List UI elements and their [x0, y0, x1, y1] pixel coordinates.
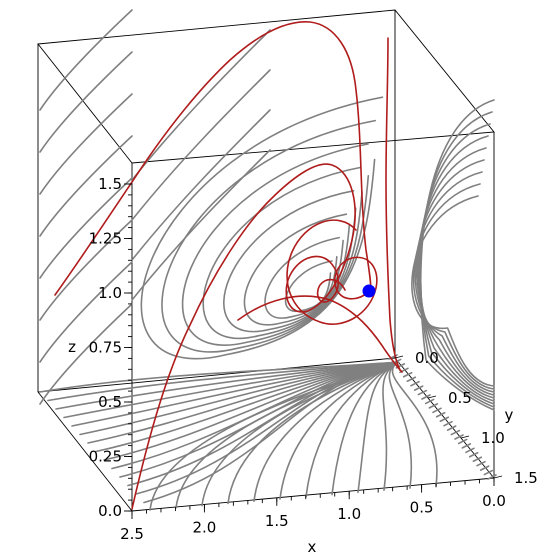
flow-line [428, 403, 439, 409]
y-tick-mark [427, 395, 437, 399]
x-tick-label: 2.5 [120, 525, 144, 543]
flow-line [476, 460, 486, 467]
flow-line [39, 9, 133, 111]
y-axis-label: y [505, 406, 514, 424]
flow-line [357, 361, 399, 494]
z-tick-label: 1.0 [98, 284, 122, 302]
y-tick-label: 1.5 [514, 469, 538, 487]
flow-lines-back-panel [140, 96, 384, 360]
flow-line [135, 361, 399, 495]
flow-line [432, 407, 442, 414]
x-axis-label: x [308, 538, 317, 555]
z-axis-label: z [68, 338, 76, 356]
flow-line [39, 93, 133, 195]
flow-line [39, 303, 133, 405]
flow-line [483, 469, 494, 476]
flow-line [264, 236, 340, 319]
flow-line [39, 177, 133, 279]
flow-line [406, 376, 417, 383]
box-edge [131, 477, 495, 512]
flow-line [331, 361, 399, 496]
flow-line [410, 380, 420, 387]
trajectory-vertical [385, 37, 401, 371]
flow-line [421, 394, 431, 400]
flow-line [450, 429, 461, 436]
flow-line [140, 96, 384, 360]
flow-line [446, 425, 457, 431]
flow-line [39, 51, 133, 153]
box-edge [394, 357, 495, 479]
y-tick-mark [493, 475, 503, 479]
trajectory-floor-arc [237, 295, 403, 373]
flow-line [411, 195, 495, 387]
z-tick-label: 0.0 [98, 502, 122, 520]
flow-line [461, 443, 472, 449]
z-tick-label: 0.75 [89, 339, 122, 357]
flow-line [305, 361, 399, 498]
z-tick-label: 1.5 [98, 175, 122, 193]
flow-line [131, 69, 271, 221]
y-tick-label: 0.0 [415, 349, 439, 367]
flow-line [382, 361, 399, 491]
trajectory-loop [54, 21, 372, 296]
z-tick-label: 0.25 [89, 448, 122, 466]
z-tick-label: 0.5 [98, 393, 122, 411]
flow-line [181, 143, 369, 346]
trajectories [54, 21, 403, 510]
equilibrium-point [362, 284, 376, 298]
trajectory-outer [131, 163, 356, 510]
y-tick-label: 0.5 [448, 389, 472, 407]
flow-line [468, 451, 479, 458]
flow-line [439, 416, 450, 423]
flow-line [457, 438, 468, 445]
flow-line [479, 465, 490, 471]
flow-line [388, 361, 413, 489]
flow-line [161, 119, 376, 353]
flow-lines-left-panel [39, 9, 271, 405]
flow-lines-floor [39, 354, 497, 511]
flow-line [435, 411, 446, 418]
x-tick-label: 0.5 [410, 499, 434, 517]
y-tick-mark [460, 435, 470, 439]
flow-line [39, 219, 133, 321]
x-tick-label: 2.0 [192, 518, 216, 536]
trajectory-inner-spiral [286, 219, 378, 325]
x-axis: 2.5 2.0 1.5 1.0 0.5 0.0 [120, 478, 506, 543]
flow-line [131, 149, 271, 301]
flow-line [243, 213, 348, 326]
flow-line [413, 385, 424, 391]
y-axis: 0.0 0.5 1.0 1.5 [394, 349, 538, 487]
flow-line [131, 109, 271, 261]
flow-line [131, 29, 271, 181]
x-tick-label: 1.0 [337, 505, 361, 523]
flow-line [39, 135, 133, 237]
flow-line [424, 398, 435, 405]
flow-line [487, 474, 497, 480]
z-axis: 0.0 0.25 0.5 0.75 1.0 1.25 1.5 [89, 175, 132, 520]
flow-line [472, 456, 483, 463]
flow-line [402, 371, 413, 378]
flow-line [443, 420, 453, 427]
flow-line [454, 434, 464, 440]
y-tick-label: 1.0 [481, 429, 505, 447]
box-edge [37, 357, 396, 393]
x-tick-label: 1.5 [265, 512, 289, 530]
flow-line [39, 261, 133, 363]
flow-line [391, 361, 438, 487]
flow-line [465, 447, 475, 454]
box-edge [37, 391, 133, 512]
flow-line [417, 389, 428, 396]
flow-lines-right-panel [411, 99, 495, 411]
x-tick-label: 0.0 [482, 492, 506, 510]
z-tick-label: 1.25 [89, 230, 122, 248]
y-tick-mark [394, 355, 404, 359]
